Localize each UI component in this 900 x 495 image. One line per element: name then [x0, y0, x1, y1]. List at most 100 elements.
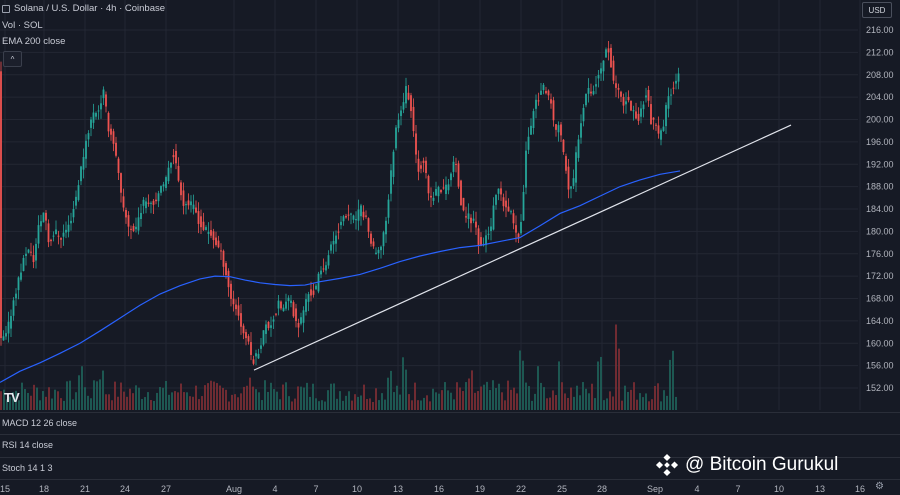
volume-bar: [21, 382, 23, 410]
pane-separator[interactable]: [0, 434, 900, 435]
volume-bar: [471, 370, 473, 410]
volume-bar: [54, 389, 56, 410]
volume-bar: [162, 387, 164, 410]
candle-body: [67, 224, 70, 232]
candle-body: [142, 199, 145, 206]
candle-body: [602, 60, 605, 72]
candle-body: [17, 277, 20, 291]
candle-body: [605, 49, 607, 58]
volume-bar: [426, 395, 428, 410]
volume-bar: [423, 397, 425, 410]
candle-body: [40, 221, 42, 227]
volume-bar: [63, 400, 65, 410]
volume-bar: [9, 396, 11, 410]
volume-bar: [549, 397, 551, 410]
volume-bar: [495, 388, 497, 410]
volume-bar: [375, 388, 377, 410]
volume-bar: [6, 399, 8, 410]
candle-body: [170, 162, 172, 168]
settings-gear-icon[interactable]: ⚙: [875, 481, 884, 492]
candle-body: [270, 325, 272, 328]
candle-body: [240, 313, 242, 327]
candle-body: [582, 107, 585, 122]
candle-body: [5, 333, 7, 337]
pane-separator[interactable]: [0, 412, 900, 413]
volume-bar: [531, 400, 533, 410]
volume-bar: [552, 390, 554, 410]
volume-bar: [558, 361, 560, 410]
volume-bar: [72, 399, 74, 410]
pane-separator[interactable]: [0, 457, 900, 458]
volume-bar: [153, 400, 155, 410]
candle-body: [635, 111, 637, 119]
candle-body: [55, 229, 57, 235]
candle-body: [430, 195, 432, 198]
candle-body: [247, 336, 250, 342]
symbol-toggle-icon[interactable]: [2, 4, 10, 13]
volume-bar: [675, 396, 677, 410]
candle-body: [22, 257, 25, 272]
candle-body: [95, 112, 97, 117]
candle-body: [305, 299, 307, 312]
volume-bar: [438, 393, 440, 410]
candle-body: [200, 216, 202, 228]
candle-body: [37, 225, 40, 244]
candle-body: [450, 173, 452, 181]
collapse-legend-button[interactable]: ^: [3, 51, 22, 67]
volume-bar: [576, 385, 578, 410]
symbol-legend[interactable]: Solana / U.S. Dollar · 4h · Coinbase: [2, 3, 165, 14]
candle-body: [15, 293, 17, 299]
ema-legend[interactable]: EMA 200 close: [2, 36, 65, 47]
candle-body: [320, 270, 322, 275]
volume-bar: [12, 392, 14, 410]
volume-bar: [342, 400, 344, 410]
volume-bar: [117, 396, 119, 410]
volume-bar: [237, 397, 239, 410]
candle-body: [612, 60, 615, 81]
candle-body: [77, 185, 80, 200]
volume-bar: [114, 381, 116, 410]
candle-body: [625, 101, 627, 105]
volume-bar: [39, 400, 41, 410]
currency-button[interactable]: USD: [862, 2, 892, 18]
volume-bar: [138, 387, 140, 410]
candle-body: [207, 231, 210, 234]
volume-bar: [150, 400, 152, 410]
volume-bar: [468, 378, 470, 410]
candle-body: [177, 165, 180, 181]
volume-bar: [459, 387, 461, 410]
candle-body: [325, 265, 327, 271]
volume-bar: [666, 395, 668, 410]
volume-bar: [477, 391, 479, 410]
volume-bar: [378, 400, 380, 410]
candle-body: [0, 71, 2, 339]
volume-bar: [96, 381, 98, 410]
stoch-pane-label[interactable]: Stoch 14 1 3: [2, 463, 53, 473]
volume-bar: [447, 390, 449, 410]
volume-bar: [543, 387, 545, 410]
x-tick-label: 10: [352, 484, 362, 494]
volume-bar: [636, 399, 638, 410]
x-tick-label: 16: [855, 484, 865, 494]
volume-bar: [537, 366, 539, 410]
volume-bar: [249, 377, 251, 410]
candle-body: [627, 96, 630, 101]
volume-bar: [276, 391, 278, 410]
volume-bar: [303, 387, 305, 410]
volume-bar: [93, 380, 95, 410]
x-tick-label: 25: [557, 484, 567, 494]
y-tick-label: 200.00: [866, 115, 894, 125]
volume-bar: [3, 389, 5, 410]
candle-body: [527, 136, 530, 150]
volume-bar: [408, 394, 410, 410]
rsi-pane-label[interactable]: RSI 14 close: [2, 440, 54, 450]
candle-body: [162, 184, 165, 187]
volume-legend[interactable]: Vol · SOL: [2, 20, 43, 31]
y-tick-label: 188.00: [866, 182, 894, 192]
volume-bar: [453, 399, 455, 410]
volume-bar: [417, 400, 419, 410]
volume-bar: [597, 361, 599, 410]
volume-bar: [78, 375, 80, 410]
macd-pane-label[interactable]: MACD 12 26 close: [2, 418, 78, 428]
